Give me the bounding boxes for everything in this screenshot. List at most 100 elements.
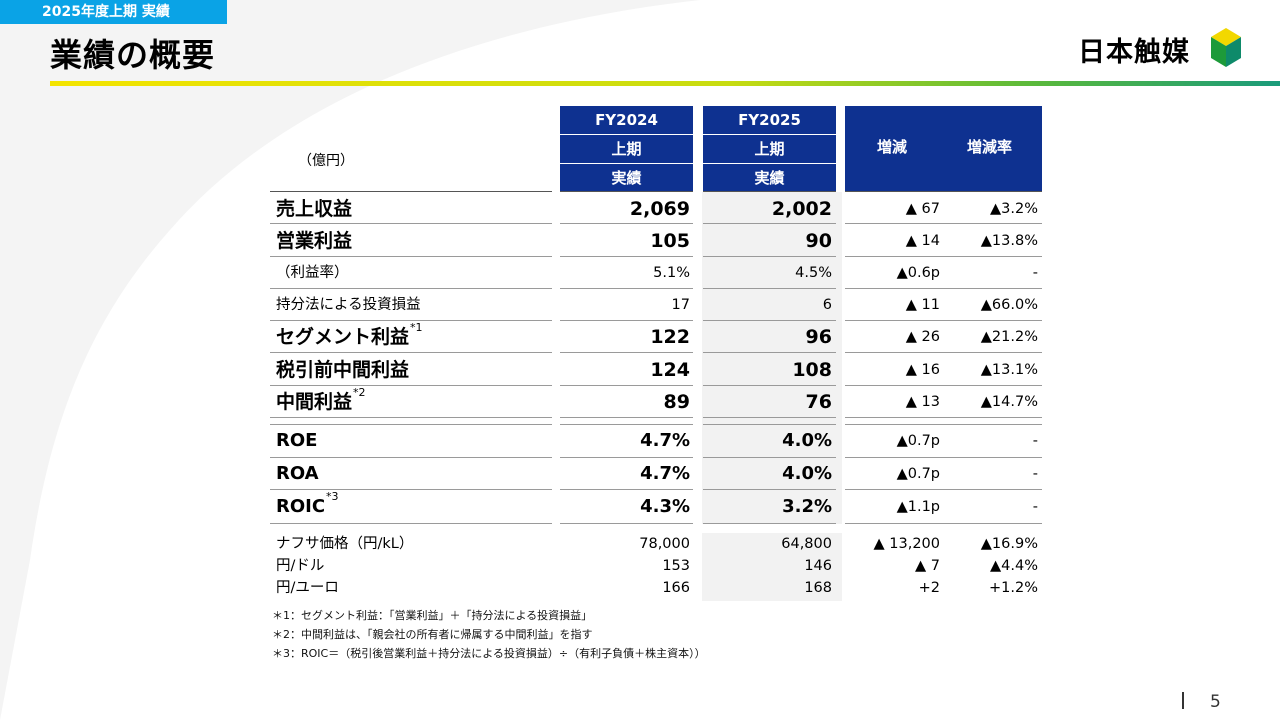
table-row: ROIC *3 4.3% 3.2% ▲1.1p - (270, 490, 1042, 523)
table-divider (703, 223, 836, 224)
change-rate-value: ▲21.2% (980, 329, 1038, 345)
table-row: 中間利益 *2 89 76 ▲ 13 ▲14.7% (270, 386, 1042, 417)
change-rate-value: ▲13.8% (980, 233, 1038, 249)
table-divider (560, 320, 693, 321)
table-divider (845, 288, 1042, 289)
unit-label: （億円） (298, 153, 354, 169)
change-rate-value: ▲14.7% (980, 394, 1038, 410)
footnotes: ＊1：セグメント利益：「営業利益」＋「持分法による投資損益」 ＊2：中間利益は、… (272, 606, 706, 663)
fy2025-value: 168 (804, 580, 832, 596)
fy2024-value: 153 (662, 558, 690, 574)
row-label: 円/ドル (276, 558, 325, 574)
table-divider (270, 489, 552, 490)
table-divider (845, 191, 1042, 192)
fy2025-column-shade (702, 192, 842, 524)
table-divider (845, 489, 1042, 490)
table-divider (270, 424, 552, 425)
table-divider (845, 352, 1042, 353)
fy2025-value: 146 (804, 558, 832, 574)
change-value: ▲0.6p (896, 265, 940, 281)
table-divider (270, 191, 552, 192)
footnote-marker: *2 (353, 386, 366, 399)
table-divider (845, 385, 1042, 386)
fy2025-value: 2,002 (771, 198, 832, 220)
change-rate-value: ▲4.4% (990, 558, 1038, 574)
table-divider (703, 457, 836, 458)
table-divider (845, 417, 1042, 418)
change-rate-value: ▲16.9% (980, 536, 1038, 552)
fy2024-value: 4.7% (640, 463, 690, 484)
table-divider (560, 457, 693, 458)
fy2025-value: 90 (805, 230, 832, 252)
table-divider (560, 385, 693, 386)
change-rate-value: - (1032, 499, 1038, 515)
table-divider (703, 320, 836, 321)
table-divider (703, 523, 836, 524)
change-value: ▲ 26 (905, 329, 940, 345)
table-divider (270, 385, 552, 386)
table-row: 売上収益 2,069 2,002 ▲ 67 ▲3.2% (270, 194, 1042, 224)
table-divider (560, 417, 693, 418)
change-value: ▲ 16 (905, 362, 940, 378)
fy2025-value: 96 (805, 326, 832, 348)
fy2024-value: 4.7% (640, 430, 690, 451)
change-rate-value: ▲13.1% (980, 362, 1038, 378)
table-divider (560, 288, 693, 289)
table-divider (560, 223, 693, 224)
table-divider (270, 256, 552, 257)
change-value: ▲ 67 (905, 201, 940, 217)
fy2025-ref-shade (702, 533, 842, 601)
fy2024-value: 4.3% (640, 496, 690, 517)
table-divider (845, 320, 1042, 321)
fy2024-value: 2,069 (629, 198, 690, 220)
table-row: 営業利益 105 90 ▲ 14 ▲13.8% (270, 226, 1042, 256)
company-logo-icon (1211, 28, 1241, 67)
background-swoosh (0, 0, 700, 720)
change-value: ▲ 14 (905, 233, 940, 249)
row-label: ナフサ価格（円/kL） (276, 536, 414, 552)
table-divider (560, 489, 693, 490)
table-divider (270, 320, 552, 321)
change-value: ▲ 13,200 (873, 536, 941, 552)
fy2025-value: 4.5% (795, 265, 832, 281)
table-row: 持分法による投資損益 17 6 ▲ 11 ▲66.0% (270, 291, 1042, 319)
fy2025-value: 4.0% (782, 463, 832, 484)
table-divider (845, 223, 1042, 224)
row-label: 中間利益 (276, 391, 353, 413)
change-value: ▲1.1p (896, 499, 940, 515)
table-divider (270, 223, 552, 224)
change-rate-value: ▲66.0% (980, 297, 1038, 313)
table-divider (560, 352, 693, 353)
fy2024-value: 166 (662, 580, 690, 596)
change-rate-value: +1.2% (989, 580, 1038, 596)
fy2024-value: 122 (650, 326, 690, 348)
page-number: 5 (1182, 692, 1221, 712)
header-fy2024: FY2024 上期 実績 (560, 106, 693, 191)
change-value: ▲0.7p (896, 433, 940, 449)
footnote-3: ＊3：ROIC＝（税引後営業利益＋持分法による投資損益）÷（有利子負債＋株主資本… (272, 647, 706, 660)
change-value: +2 (918, 580, 940, 596)
table-divider (845, 457, 1042, 458)
table-divider (703, 256, 836, 257)
table-divider (270, 352, 552, 353)
table-divider (845, 523, 1042, 524)
table-row: ROE 4.7% 4.0% ▲0.7p - (270, 426, 1042, 456)
table-divider (560, 523, 693, 524)
table-row: セグメント利益 *1 122 96 ▲ 26 ▲21.2% (270, 321, 1042, 352)
fy2024-value: 5.1% (653, 265, 690, 281)
company-logo-text: 日本触媒 (1078, 37, 1190, 68)
change-value: ▲ 7 (915, 558, 940, 574)
footnote-marker: *3 (326, 490, 339, 503)
fy2024-value: 124 (650, 359, 690, 381)
table-divider (560, 191, 693, 192)
fy2024-value: 89 (663, 391, 690, 413)
reference-row: 円/ドル 153 146 ▲ 7 ▲4.4% (270, 556, 1042, 576)
table-divider (703, 352, 836, 353)
table-divider (703, 424, 836, 425)
change-rate-value: - (1032, 433, 1038, 449)
change-rate-value: - (1032, 466, 1038, 482)
header-change-rate-label: 増減率 (967, 138, 1013, 156)
fy2025-value: 76 (805, 391, 832, 413)
row-label: 持分法による投資損益 (276, 297, 421, 313)
table-divider (703, 385, 836, 386)
